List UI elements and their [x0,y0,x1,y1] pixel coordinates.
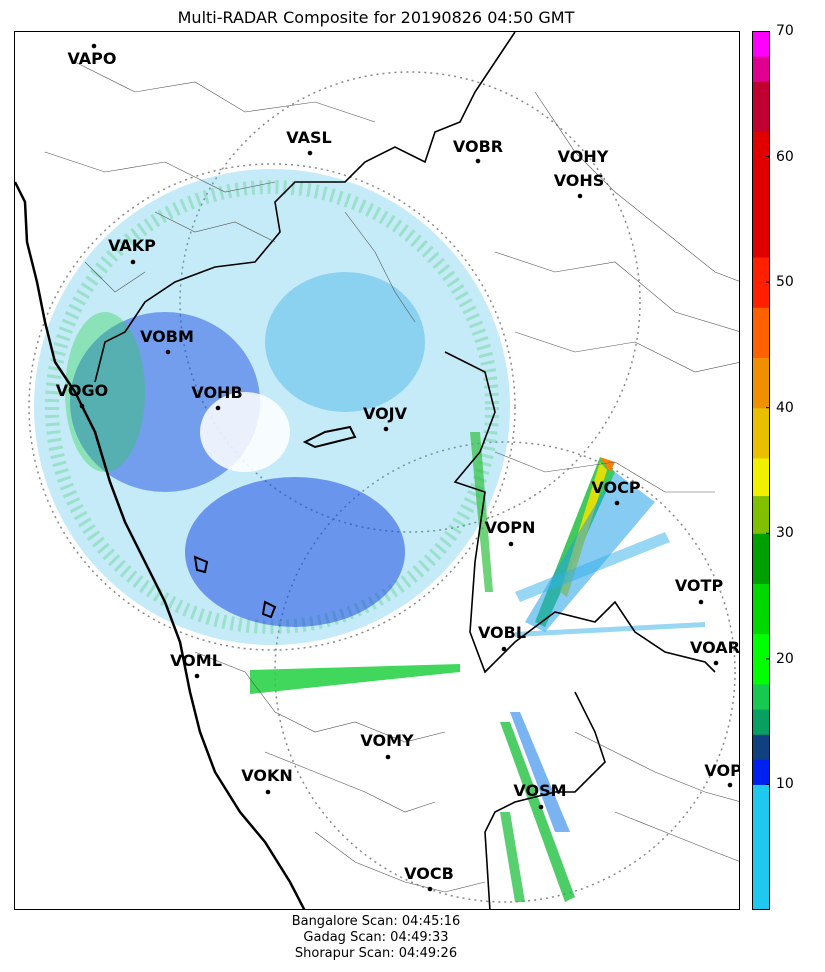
station-dot [215,405,221,411]
colorbar-band [752,583,770,635]
colorbar-band [752,307,770,358]
colorbar-tick-label: 20 [776,650,794,667]
station-label-voml: VOML [170,651,222,670]
station-dot [383,426,389,432]
colorbar-tick-label: 70 [776,23,794,39]
colorbar-bands [752,31,770,910]
station-dot [194,673,200,679]
station-label-vapo: VAPO [67,49,116,68]
station-label-vogo: VOGO [56,381,108,400]
station-dot [713,660,719,666]
radar-map-canvas: VAPO VASL VOBR VOHY VOHS VAKP VOBM VOGO … [15,32,740,909]
station-dot [727,782,733,788]
colorbar-tick-label: 60 [776,148,794,165]
radar-range-ring-west [28,163,516,651]
station-dot [130,259,136,265]
radar-range-ring-south [274,441,736,903]
scan-times: Bangalore Scan: 04:45:16 Gadag Scan: 04:… [0,914,752,962]
station-label-vobr: VOBR [453,137,503,156]
colorbar-band [752,81,770,132]
colorbar-band [752,131,770,258]
station-dot [385,754,391,760]
station-dot [577,193,583,199]
scan-time-bangalore: Bangalore Scan: 04:45:16 [291,914,461,929]
colorbar-band [752,357,770,409]
radar-range-ring-north [179,71,641,533]
coastline [15,181,306,909]
station-label-vocb: VOCB [404,864,454,883]
station-markers [79,43,733,892]
colorbar-band [752,495,770,534]
station-labels: VAPO VASL VOBR VOHY VOHS VAKP VOBM VOGO … [56,49,740,883]
map-title: Multi-RADAR Composite for 20190826 04:50… [177,8,575,27]
colorbar-band [752,759,770,785]
reservoir [261,600,277,619]
station-label-vohy: VOHY [558,147,609,166]
station-dot [427,886,433,892]
colorbar-band [752,457,770,497]
colorbar-tick-label: 30 [776,525,794,542]
colorbar-band [752,734,770,760]
station-dot [91,43,97,49]
colorbar-band [752,633,770,685]
district-boundaries [44,61,739,893]
colorbar-band [752,257,770,308]
station-label-vohb: VOHB [191,383,242,402]
station-label-vocp: VOCP [591,478,640,497]
station-label-vojv: VOJV [363,404,408,423]
station-label-vokn: VOKN [241,766,293,785]
station-dot [501,646,507,652]
station-dot [165,349,171,355]
station-dot [508,541,514,547]
colorbar-band [752,407,770,459]
colorbar-band [752,784,770,910]
station-label-vopc: VOPC [704,761,740,780]
station-label-vakp: VAKP [108,236,156,255]
station-label-vobl: VOBL [478,623,526,642]
colorbar-ticks [766,31,770,785]
station-dot [79,403,85,409]
scan-time-shorapur: Shorapur Scan: 04:49:26 [294,946,458,961]
station-label-vosm: VOSM [513,781,566,800]
colorbar-band [752,533,770,585]
colorbar-tick-label: 50 [776,274,794,291]
colorbar-band [752,56,770,82]
station-label-vopn: VOPN [485,518,536,537]
station-label-vohs: VOHS [554,171,605,190]
radar-map[interactable]: VAPO VASL VOBR VOHY VOHS VAKP VOBM VOGO … [14,31,740,910]
station-dot [614,500,620,506]
scan-time-gadag: Gadag Scan: 04:49:33 [303,930,449,945]
station-label-voar: VOAR [690,638,740,657]
colorbar-band [752,31,770,57]
station-label-vomy: VOMY [360,731,414,750]
reservoir [193,555,209,574]
station-dot [698,599,704,605]
colorbar-band [752,709,770,735]
reflectivity-colorbar [752,31,770,910]
colorbar-tick-label: 10 [776,776,794,793]
station-label-vobm: VOBM [140,327,194,346]
colorbar-tick-label: 40 [776,399,794,416]
station-dot [538,804,544,810]
colorbar-band [752,683,770,710]
station-label-votp: VOTP [675,576,724,595]
station-label-vasl: VASL [286,128,331,147]
state-boundary [94,32,716,909]
station-dot [307,150,313,156]
station-dot [475,158,481,164]
station-dot [265,789,271,795]
radar-echo-field [34,169,510,645]
reservoir [302,425,357,449]
